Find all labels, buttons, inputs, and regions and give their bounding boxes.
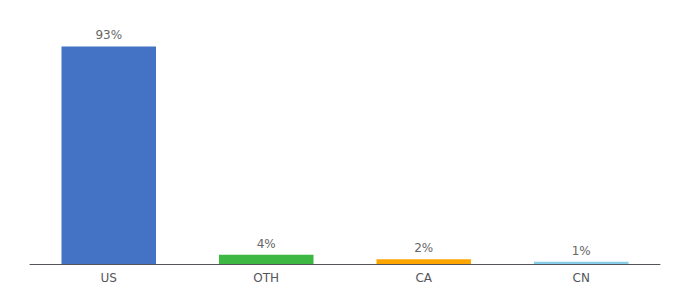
svg-text:CA: CA (415, 271, 432, 285)
svg-text:1%: 1% (572, 244, 591, 258)
svg-text:4%: 4% (257, 237, 276, 251)
svg-text:OTH: OTH (253, 271, 279, 285)
svg-text:2%: 2% (414, 241, 433, 255)
svg-text:CN: CN (573, 271, 590, 285)
svg-text:US: US (101, 271, 117, 285)
svg-text:93%: 93% (95, 28, 122, 42)
